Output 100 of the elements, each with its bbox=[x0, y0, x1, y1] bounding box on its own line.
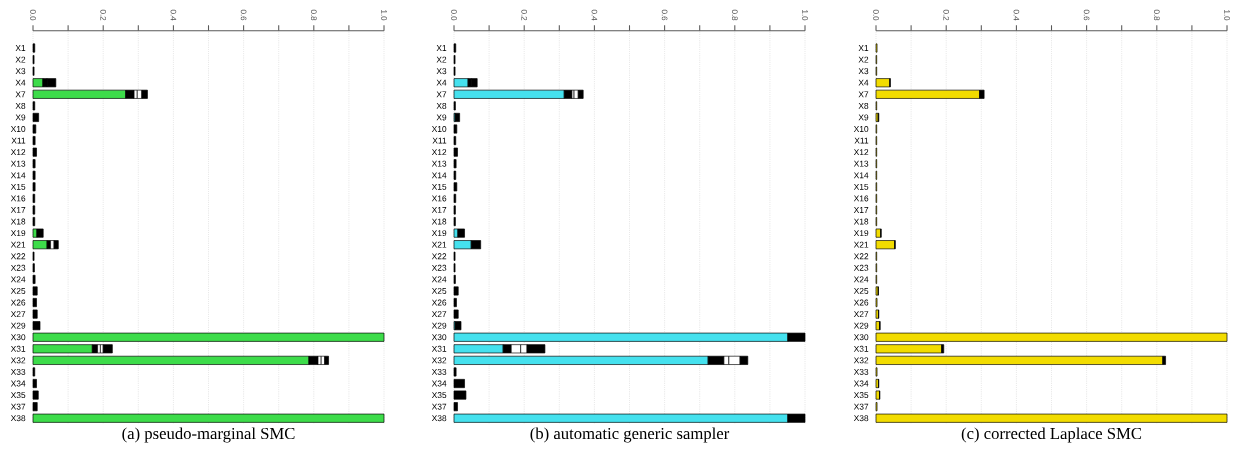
y-tick-label: X3 bbox=[436, 68, 447, 75]
y-tick-label: X11 bbox=[11, 137, 26, 144]
y-tick-label: X11 bbox=[432, 137, 447, 144]
y-tick-label: X17 bbox=[853, 207, 869, 213]
x-tick-label: 0.8 bbox=[310, 9, 317, 21]
x-tick-label: 0.4 bbox=[1013, 9, 1020, 21]
y-tick-label: X24 bbox=[853, 276, 869, 283]
y-tick-label: X11 bbox=[854, 137, 869, 144]
x-tick-label: 0.8 bbox=[731, 9, 738, 21]
y-tick-label: X15 bbox=[853, 183, 869, 190]
y-tick-label: X35 bbox=[431, 392, 447, 399]
y-tick-label: X18 bbox=[853, 218, 869, 225]
y-tick-label: X10 bbox=[431, 126, 447, 132]
x-tick-label: 0.2 bbox=[521, 9, 528, 21]
y-tick-label: X14 bbox=[431, 172, 447, 179]
y-tick-label: X24 bbox=[10, 276, 26, 283]
y-tick-label: X32 bbox=[10, 357, 26, 364]
y-tick-label: X13 bbox=[10, 160, 26, 167]
y-tick-label: X2 bbox=[15, 56, 26, 63]
y-tick-label: X27 bbox=[431, 311, 447, 318]
y-tick-label: X9 bbox=[15, 114, 26, 121]
y-tick-label: X14 bbox=[853, 172, 869, 179]
x-tick-label: 0.4 bbox=[591, 9, 598, 21]
y-tick-label: X15 bbox=[431, 183, 447, 190]
x-tick-label: 0.2 bbox=[100, 9, 107, 21]
y-tick-label: X12 bbox=[10, 149, 26, 156]
y-tick-label: X31 bbox=[431, 345, 447, 352]
y-tick-label: X23 bbox=[10, 264, 26, 271]
y-tick-label: X21 bbox=[10, 241, 26, 248]
y-tick-label: X34 bbox=[10, 380, 26, 387]
y-tick-label: X32 bbox=[431, 357, 447, 364]
x-tick-label: 0.8 bbox=[1153, 9, 1160, 21]
y-tick-label: X3 bbox=[15, 68, 26, 75]
y-tick-label: X12 bbox=[853, 149, 869, 156]
y-tick-label: X9 bbox=[858, 114, 869, 121]
y-tick-label: X1 bbox=[436, 45, 447, 51]
y-tick-label: X33 bbox=[431, 368, 447, 375]
y-tick-label: X38 bbox=[853, 415, 869, 422]
y-tick-label: X33 bbox=[10, 368, 26, 375]
y-tick-label: X18 bbox=[431, 218, 447, 225]
y-tick-label: X15 bbox=[10, 183, 26, 190]
y-tick-label: X25 bbox=[431, 287, 447, 294]
y-tick-label: X2 bbox=[436, 56, 447, 63]
y-tick-label: X22 bbox=[853, 253, 869, 260]
y-tick-label: X22 bbox=[431, 253, 447, 260]
y-tick-label: X35 bbox=[10, 392, 26, 399]
y-tick-label: X8 bbox=[15, 102, 26, 109]
y-tick-label: X19 bbox=[853, 230, 869, 237]
x-tick-label: 0.0 bbox=[30, 9, 36, 21]
y-tick-label: X21 bbox=[431, 241, 447, 248]
x-tick-label: 0.2 bbox=[943, 9, 950, 21]
y-tick-label: X13 bbox=[853, 160, 869, 167]
y-tick-label: X17 bbox=[431, 207, 447, 213]
y-tick-label: X31 bbox=[853, 345, 869, 352]
y-tick-label: X31 bbox=[10, 345, 26, 352]
y-tick-label: X37 bbox=[431, 403, 447, 410]
y-tick-label: X22 bbox=[10, 253, 26, 260]
y-tick-label: X37 bbox=[10, 403, 26, 410]
y-tick-label: X38 bbox=[431, 415, 447, 422]
y-tick-label: X7 bbox=[15, 91, 26, 98]
y-tick-label: X8 bbox=[436, 102, 447, 109]
x-tick-label: 1.0 bbox=[1224, 10, 1230, 21]
y-tick-label: X8 bbox=[858, 102, 869, 109]
x-tick-label: 0.6 bbox=[240, 9, 247, 21]
x-tick-label: 1.0 bbox=[802, 10, 808, 21]
y-tick-label: X17 bbox=[10, 207, 26, 213]
x-tick-label: 1.0 bbox=[381, 10, 387, 21]
y-tick-label: X34 bbox=[853, 380, 869, 387]
y-tick-label: X27 bbox=[10, 311, 26, 318]
y-tick-label: X2 bbox=[858, 56, 869, 63]
text: (a) pseudo-marginal SMC bbox=[122, 427, 295, 443]
y-tick-label: X33 bbox=[853, 368, 869, 375]
y-tick-label: X10 bbox=[853, 126, 869, 132]
x-tick-label: 0.6 bbox=[1083, 9, 1090, 21]
y-tick-label: X25 bbox=[10, 287, 26, 294]
y-tick-label: X16 bbox=[10, 195, 26, 202]
y-tick-label: X18 bbox=[10, 218, 26, 225]
y-tick-label: X4 bbox=[15, 79, 26, 86]
y-tick-label: X38 bbox=[10, 415, 26, 422]
x-tick-label: 0.0 bbox=[873, 9, 879, 21]
x-tick-label: 0.6 bbox=[661, 9, 668, 21]
y-tick-label: X26 bbox=[853, 299, 869, 306]
y-tick-label: X23 bbox=[853, 264, 869, 271]
y-tick-label: X19 bbox=[431, 230, 447, 237]
y-tick-label: X21 bbox=[853, 241, 869, 248]
y-tick-label: X34 bbox=[431, 380, 447, 387]
y-tick-label: X29 bbox=[853, 322, 869, 329]
y-tick-label: X3 bbox=[858, 68, 869, 75]
y-tick-label: X27 bbox=[853, 311, 869, 318]
y-tick-label: X14 bbox=[10, 172, 26, 179]
y-tick-label: X4 bbox=[436, 79, 447, 86]
y-tick-label: X1 bbox=[15, 45, 26, 51]
y-tick-label: X7 bbox=[858, 91, 869, 98]
y-tick-label: X16 bbox=[431, 195, 447, 202]
y-tick-label: X26 bbox=[10, 299, 26, 306]
y-tick-label: X23 bbox=[431, 264, 447, 271]
y-tick-label: X30 bbox=[853, 334, 869, 341]
y-tick-label: X26 bbox=[431, 299, 447, 306]
y-tick-label: X13 bbox=[431, 160, 447, 167]
y-tick-label: X12 bbox=[431, 149, 447, 156]
